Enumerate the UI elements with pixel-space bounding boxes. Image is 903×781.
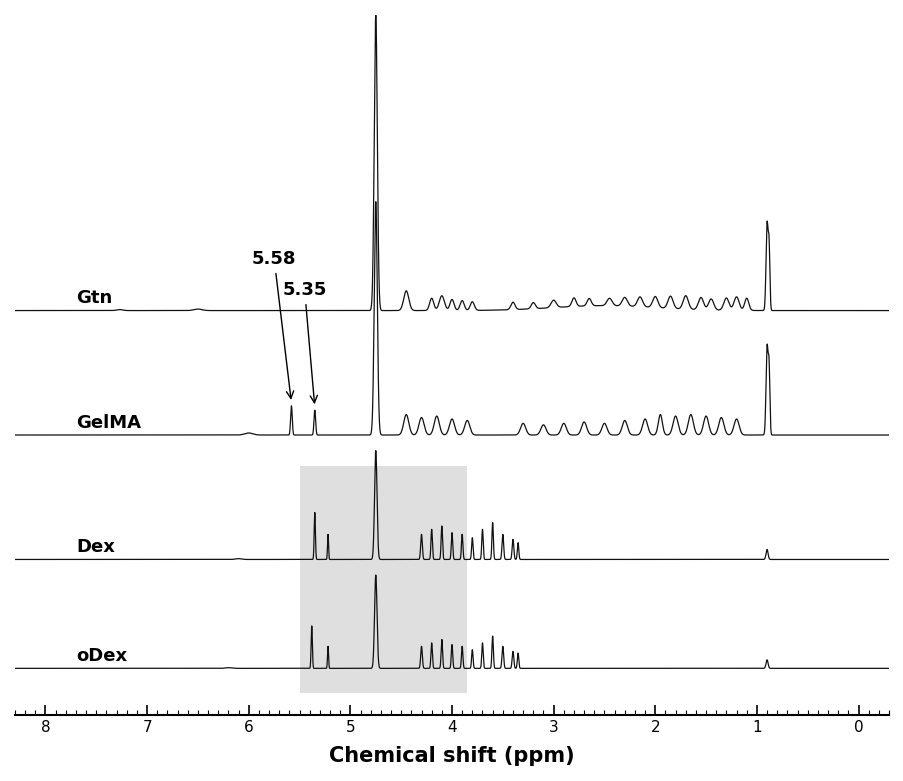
Bar xyxy=(299,466,467,694)
Text: oDex: oDex xyxy=(76,647,127,665)
Text: 5.35: 5.35 xyxy=(282,281,327,403)
Text: 5.58: 5.58 xyxy=(252,250,296,398)
X-axis label: Chemical shift (ppm): Chemical shift (ppm) xyxy=(329,746,574,766)
Text: Gtn: Gtn xyxy=(76,290,112,308)
Text: GelMA: GelMA xyxy=(76,414,141,432)
Text: Dex: Dex xyxy=(76,538,115,556)
